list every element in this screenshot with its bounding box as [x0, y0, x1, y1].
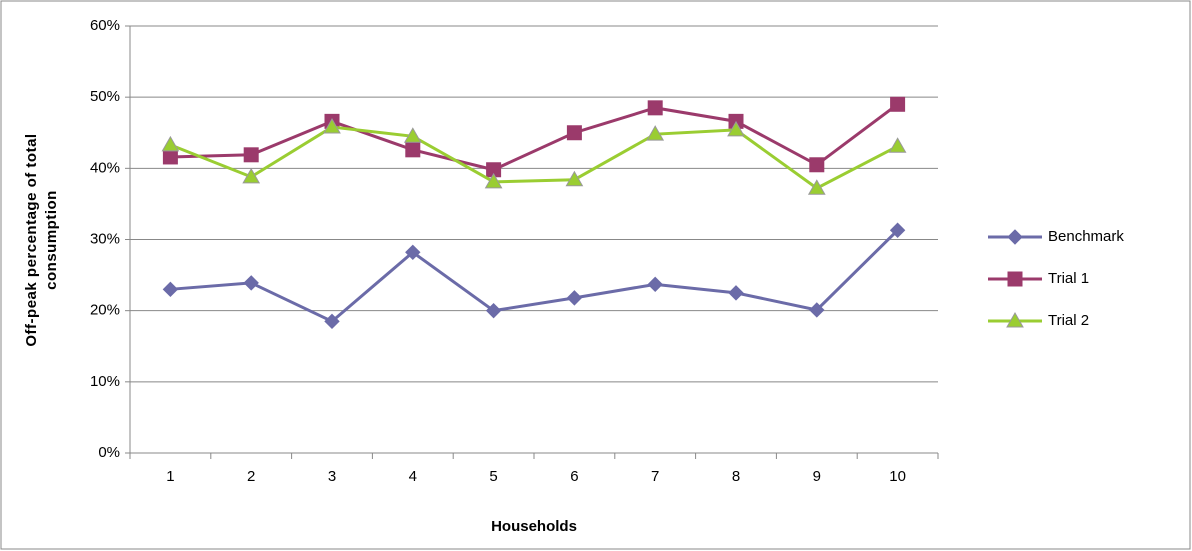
- series-line: [170, 103, 899, 172]
- marker: [1007, 229, 1023, 245]
- marker: [809, 157, 825, 173]
- marker: [324, 313, 340, 330]
- x-tick-label: 7: [651, 468, 659, 485]
- x-tick-label: 9: [813, 468, 821, 485]
- marker: [646, 125, 665, 141]
- marker: [243, 147, 259, 163]
- legend-label: Trial 2: [1048, 312, 1089, 329]
- marker: [1006, 311, 1024, 328]
- marker: [566, 290, 583, 306]
- series-line: [170, 229, 899, 324]
- marker: [888, 137, 907, 153]
- marker: [162, 281, 179, 298]
- marker: [807, 179, 826, 195]
- marker: [727, 120, 745, 137]
- series-line: [169, 125, 899, 191]
- y-axis-title: Off-peak percentage of total consumption: [23, 133, 60, 347]
- x-tick-label: 3: [328, 468, 336, 485]
- x-tick-label: 6: [570, 468, 578, 485]
- legend-label: Benchmark: [1048, 228, 1124, 245]
- y-tick-label: 0%: [98, 444, 120, 461]
- marker: [1007, 271, 1023, 287]
- marker: [162, 149, 178, 165]
- x-tick-label: 10: [889, 468, 906, 485]
- marker: [647, 276, 663, 293]
- marker: [485, 302, 502, 319]
- marker: [161, 135, 180, 152]
- legend-label: Trial 1: [1048, 270, 1089, 287]
- x-tick-label: 8: [732, 468, 740, 485]
- marker: [403, 127, 422, 143]
- x-axis-title: Households: [491, 518, 577, 535]
- marker: [323, 118, 341, 134]
- marker: [405, 244, 421, 261]
- x-tick-label: 5: [489, 468, 497, 485]
- marker: [565, 170, 584, 187]
- x-tick-label: 2: [247, 468, 255, 485]
- marker: [484, 172, 503, 189]
- marker: [566, 125, 582, 141]
- x-tick-label: 4: [409, 468, 417, 485]
- marker: [647, 100, 663, 116]
- marker: [809, 302, 825, 318]
- marker: [242, 167, 261, 184]
- marker: [405, 142, 421, 158]
- x-tick-label: 1: [166, 468, 174, 485]
- y-tick-label: 30%: [90, 230, 120, 247]
- y-tick-label: 10%: [90, 373, 120, 390]
- y-tick-label: 50%: [90, 88, 120, 105]
- marker: [243, 275, 259, 291]
- y-tick-label: 20%: [90, 302, 120, 319]
- y-tick-label: 40%: [90, 159, 120, 176]
- y-tick-label: 60%: [90, 17, 120, 34]
- marker: [889, 222, 906, 238]
- marker: [728, 285, 744, 301]
- marker: [890, 96, 906, 112]
